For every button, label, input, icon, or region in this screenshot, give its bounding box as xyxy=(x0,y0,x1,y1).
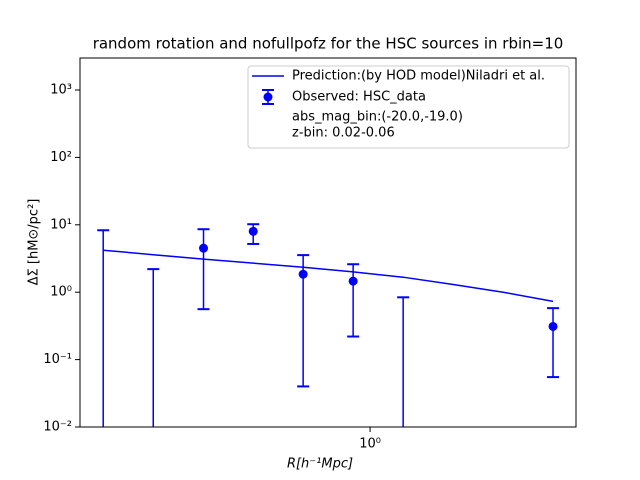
x-tick-label: 10⁰ xyxy=(359,437,381,452)
y-tick-label: 10⁻¹ xyxy=(43,352,72,367)
x-axis-label: R[h⁻¹Mpc] xyxy=(287,457,353,472)
y-tick-label: 10⁰ xyxy=(50,285,72,300)
data-point xyxy=(298,269,308,279)
y-tick-label: 10¹ xyxy=(50,217,72,232)
prediction-line xyxy=(103,249,554,303)
data-point xyxy=(548,321,558,331)
y-tick-label: 10³ xyxy=(50,83,72,98)
legend-label: Prediction:(by HOD model)Niladri et al. xyxy=(292,69,545,84)
y-axis-label: ΔΣ [hM⊙/pc²] xyxy=(27,199,42,286)
legend-box xyxy=(247,65,570,149)
data-point xyxy=(348,276,358,286)
y-tick-label: 10² xyxy=(50,150,72,165)
legend-label: Observed: HSC_data xyxy=(292,90,426,105)
chart-title: random rotation and nofullpofz for the H… xyxy=(93,35,564,53)
legend-marker xyxy=(263,92,273,102)
data-point xyxy=(248,226,258,236)
data-point xyxy=(199,243,209,253)
legend-note: abs_mag_bin:(-20.0,-19.0) xyxy=(292,110,463,125)
legend-note: z-bin: 0.02-0.06 xyxy=(292,126,395,141)
y-tick-label: 10⁻² xyxy=(43,420,72,435)
plot-frame xyxy=(79,57,577,428)
